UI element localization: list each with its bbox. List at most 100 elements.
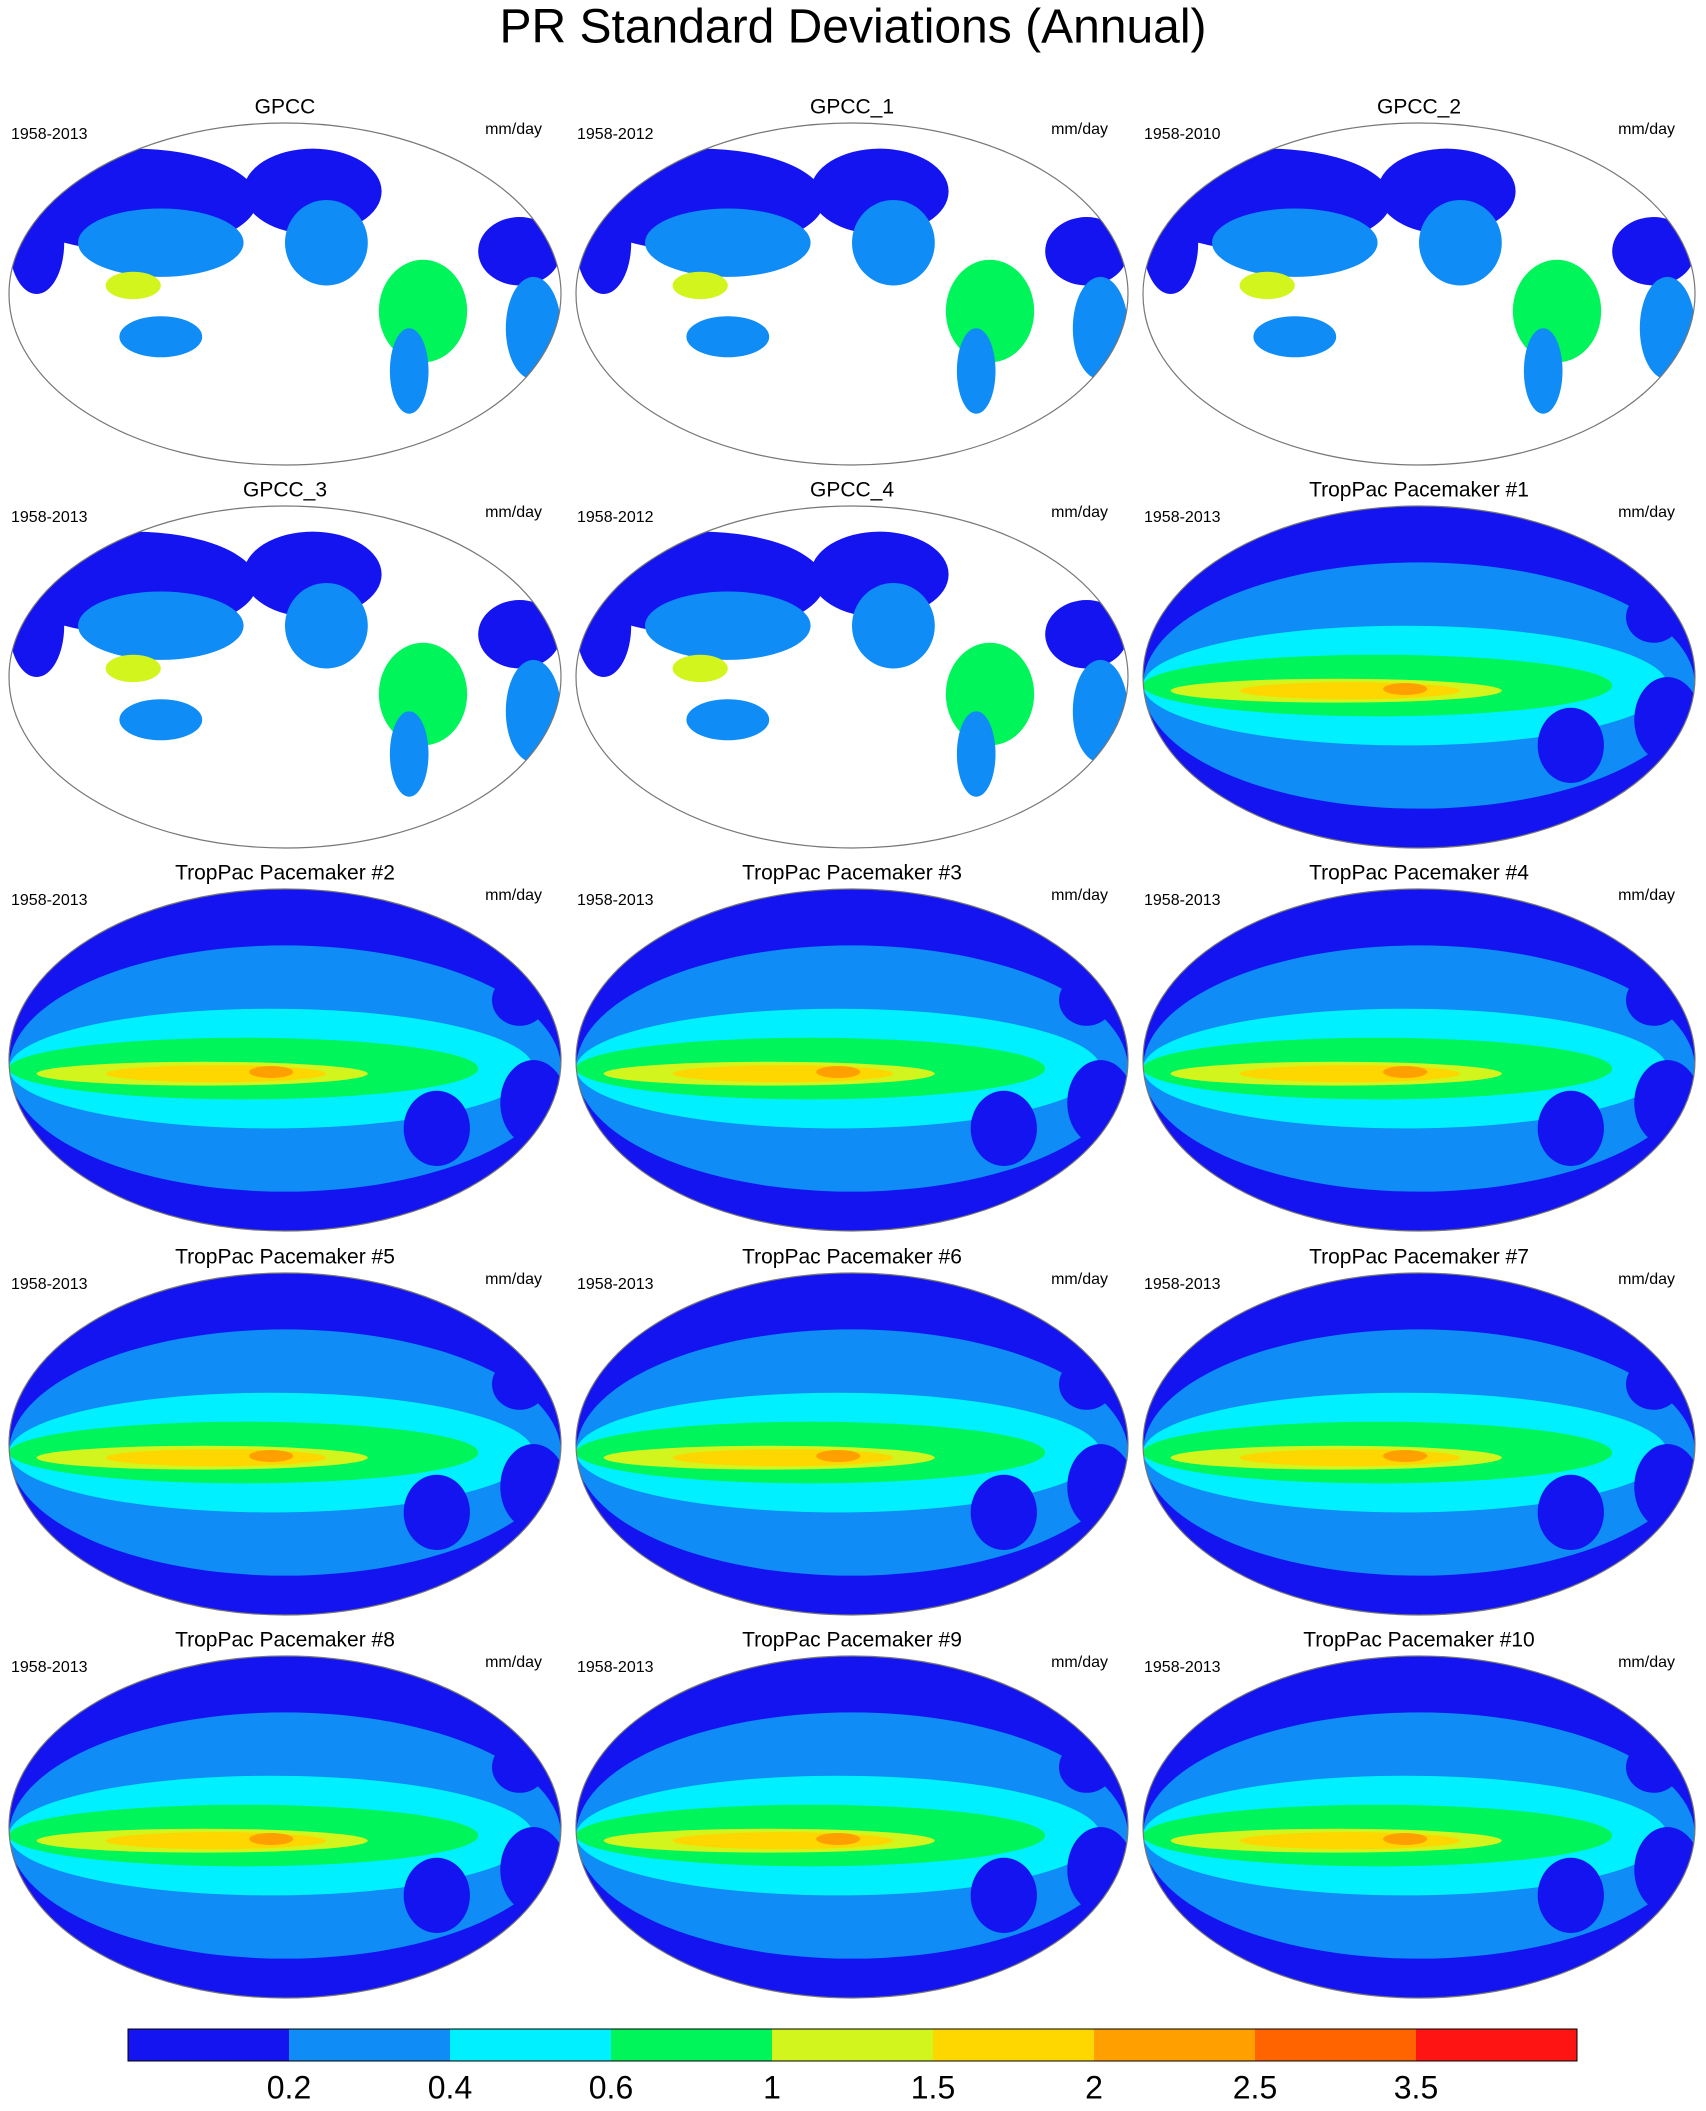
band: [105, 1449, 327, 1467]
land: [672, 271, 728, 300]
units-label: mm/day: [1618, 1271, 1675, 1288]
map-panel: TropPac Pacemaker #5 1958-2013 mm/day: [8, 1246, 562, 1616]
colorbar-frame: [127, 2028, 1578, 2062]
map-field: [1143, 889, 1695, 1231]
band: [1239, 1065, 1461, 1083]
band: [491, 974, 548, 1026]
colorbar-label: 2: [1085, 2069, 1103, 2105]
colorbar-box: [1416, 2029, 1577, 2061]
map-panel: TropPac Pacemaker #8 1958-2013 mm/day: [8, 1629, 562, 1999]
band: [1067, 1827, 1128, 1913]
band: [403, 1474, 470, 1551]
band: [970, 1474, 1037, 1551]
map-panel: GPCC 1958-2013 mm/day: [8, 96, 562, 466]
colorbar-box: [1094, 2029, 1255, 2061]
map-outline: [8, 505, 562, 849]
colorbar-label: 3.5: [1394, 2069, 1438, 2105]
map-field: [576, 123, 1128, 465]
map-panel: TropPac Pacemaker #10 1958-2013 mm/day: [1142, 1629, 1696, 1999]
band: [249, 1449, 294, 1462]
colorbar-label: 0.4: [428, 2069, 472, 2105]
units-label: mm/day: [485, 887, 542, 904]
land: [956, 328, 996, 414]
units-label: mm/day: [485, 121, 542, 138]
panel-title: TropPac Pacemaker #7: [1309, 1246, 1529, 1269]
colorbar-label: 1: [763, 2069, 781, 2105]
units-label: mm/day: [485, 1271, 542, 1288]
land: [576, 574, 632, 677]
period-label: 1958-2010: [1144, 126, 1221, 143]
period-label: 1958-2013: [11, 1276, 88, 1293]
band: [1537, 1474, 1604, 1551]
band: [1059, 1741, 1115, 1793]
units-label: mm/day: [1618, 887, 1675, 904]
period-label: 1958-2012: [577, 509, 654, 526]
map-outline: [8, 122, 562, 466]
land: [119, 699, 203, 741]
map-outline: [575, 122, 1129, 466]
colorbar-label: 2.5: [1233, 2069, 1277, 2105]
map-outline: [1142, 1272, 1696, 1616]
band: [672, 1449, 894, 1467]
panel-title: TropPac Pacemaker #2: [175, 862, 395, 885]
map-outline: [8, 1272, 562, 1616]
land: [645, 591, 811, 660]
land: [1612, 217, 1695, 286]
map-outline: [1142, 888, 1696, 1232]
band: [1383, 1832, 1428, 1845]
land: [1143, 191, 1199, 294]
land: [1639, 276, 1695, 380]
map-panel: TropPac Pacemaker #6 1958-2013 mm/day: [575, 1246, 1129, 1616]
band: [816, 1832, 861, 1845]
panel-title: TropPac Pacemaker #9: [742, 1629, 962, 1652]
land: [576, 191, 632, 294]
units-label: mm/day: [485, 504, 542, 521]
period-label: 1958-2012: [577, 126, 654, 143]
land: [1072, 659, 1128, 763]
period-label: 1958-2013: [11, 509, 88, 526]
band: [1067, 1060, 1128, 1146]
map-field: [9, 889, 561, 1231]
colorbar-box: [1255, 2029, 1416, 2061]
period-label: 1958-2013: [11, 892, 88, 909]
panel-title: GPCC: [255, 96, 316, 119]
land: [956, 711, 996, 797]
map-outline: [575, 888, 1129, 1232]
panel-title: GPCC_4: [810, 479, 894, 502]
colorbar-box: [933, 2029, 1094, 2061]
colorbar-label: 0.2: [267, 2069, 311, 2105]
band: [491, 1741, 548, 1793]
land: [478, 217, 561, 286]
units-label: mm/day: [1051, 1271, 1108, 1288]
map-panel: GPCC_2 1958-2010 mm/day: [1142, 96, 1696, 466]
land: [852, 199, 935, 286]
period-label: 1958-2013: [1144, 1659, 1221, 1676]
panel-title: TropPac Pacemaker #3: [742, 862, 962, 885]
band: [105, 1065, 327, 1083]
colorbar-box: [450, 2029, 611, 2061]
band: [672, 1832, 894, 1850]
land: [78, 591, 244, 660]
panel-title: TropPac Pacemaker #4: [1309, 862, 1529, 885]
map-field: [1143, 1656, 1695, 1998]
band: [1626, 974, 1682, 1026]
map-field: [9, 123, 561, 465]
land: [389, 328, 429, 414]
map-field: [576, 889, 1128, 1231]
land: [478, 600, 561, 669]
map-panel: TropPac Pacemaker #7 1958-2013 mm/day: [1142, 1246, 1696, 1616]
band: [1626, 1358, 1682, 1410]
land: [285, 582, 368, 669]
period-label: 1958-2013: [1144, 1276, 1221, 1293]
map-panel: TropPac Pacemaker #4 1958-2013 mm/day: [1142, 862, 1696, 1232]
band: [816, 1449, 861, 1462]
band: [1537, 1857, 1604, 1934]
band: [970, 1857, 1037, 1934]
land: [1045, 600, 1128, 669]
land: [686, 316, 770, 358]
band: [1634, 1060, 1695, 1146]
colorbar-box: [128, 2029, 289, 2061]
period-label: 1958-2013: [11, 1659, 88, 1676]
units-label: mm/day: [1051, 504, 1108, 521]
